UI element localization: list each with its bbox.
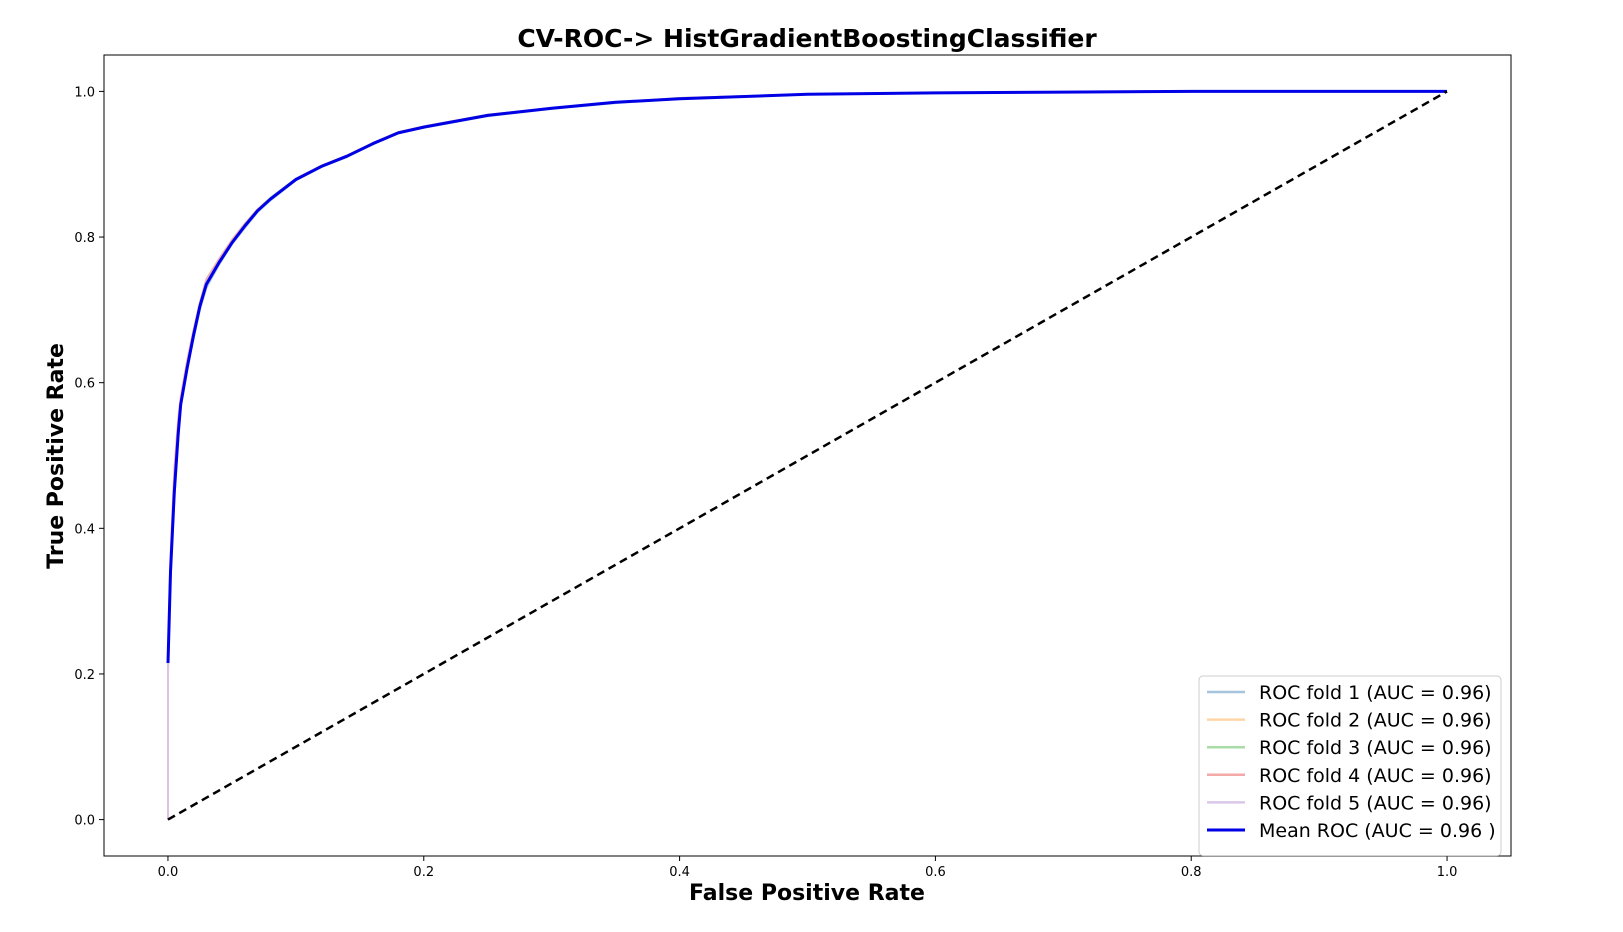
- x-axis-label: False Positive Rate: [689, 881, 925, 906]
- legend-entry-label: ROC fold 2 (AUC = 0.96): [1259, 710, 1492, 732]
- y-tick-label: 0.4: [74, 522, 95, 537]
- legend-entry-label: ROC fold 5 (AUC = 0.96): [1259, 792, 1492, 814]
- y-tick-label: 1.0: [74, 85, 95, 100]
- legend-box: [1198, 675, 1502, 857]
- legend-entry-label: ROC fold 4 (AUC = 0.96): [1259, 765, 1492, 787]
- y-tick-label: 0.6: [74, 377, 95, 392]
- y-axis-ticks: 0.0 0.2 0.4 0.6 0.8 1.0: [74, 85, 104, 829]
- y-tick-label: 0.2: [74, 668, 95, 683]
- x-tick-label: 0.8: [1181, 865, 1202, 880]
- x-tick-label: 0.2: [413, 865, 434, 880]
- x-tick-label: 0.4: [669, 865, 690, 880]
- plot-area: [166, 89, 1448, 821]
- legend: ROC fold 1 (AUC = 0.96) ROC fold 2 (AUC =…: [1198, 675, 1502, 857]
- x-tick-label: 0.6: [925, 865, 946, 880]
- chance-diagonal-line: [167, 90, 1448, 821]
- chart-title: CV-ROC-> HistGradientBoostingClassifier: [517, 24, 1097, 53]
- mean-roc-line: [166, 89, 1447, 664]
- x-tick-label: 1.0: [1437, 865, 1458, 880]
- plot-frame: [103, 54, 1512, 857]
- y-tick-label: 0.8: [74, 231, 95, 246]
- y-axis-label: True Positive Rate: [44, 343, 69, 569]
- x-axis-ticks: 0.0 0.2 0.4 0.6 0.8 1.0: [158, 856, 1458, 880]
- y-tick-label: 0.0: [74, 814, 95, 829]
- legend-entry-label: Mean ROC (AUC = 0.96 ): [1259, 820, 1496, 842]
- x-tick-label: 0.0: [158, 865, 179, 880]
- legend-entry-label: ROC fold 1 (AUC = 0.96): [1259, 682, 1492, 704]
- legend-entry-label: ROC fold 3 (AUC = 0.96): [1259, 737, 1492, 759]
